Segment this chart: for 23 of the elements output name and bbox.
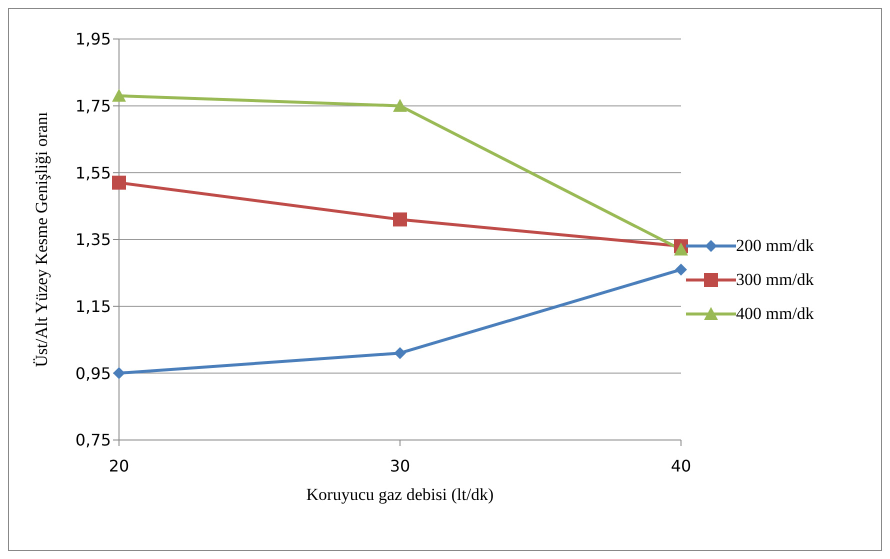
y-tick-label: 1,75	[75, 96, 111, 116]
y-tick-label: 1,35	[75, 230, 111, 250]
point	[112, 88, 126, 102]
x-axis-title: Koruyucu gaz debisi (lt/dk)	[306, 485, 494, 504]
point	[393, 212, 407, 226]
legend-label: 300 mm/dk	[736, 270, 814, 290]
legend-label: 200 mm/dk	[736, 236, 814, 256]
y-tick-label: 0,95	[75, 364, 111, 383]
x-tick-label: 30	[390, 456, 410, 476]
point	[394, 347, 406, 360]
point	[112, 176, 126, 190]
y-tick-label: 1,15	[75, 297, 111, 316]
y-tick-label: 1,55	[75, 163, 111, 182]
y-axis-title: Üst/Alt Yüzey Kesme Genişliği oranı	[32, 112, 52, 368]
point	[113, 367, 125, 380]
y-tick-label: 0,75	[75, 430, 111, 450]
y-tick-label: 1,95	[75, 30, 111, 49]
x-tick-label: 40	[670, 456, 692, 476]
point	[675, 264, 687, 276]
point	[674, 242, 688, 256]
legend-label: 400 mm/dk	[736, 304, 814, 324]
x-tick-label: 20	[108, 456, 130, 476]
point	[393, 98, 407, 112]
